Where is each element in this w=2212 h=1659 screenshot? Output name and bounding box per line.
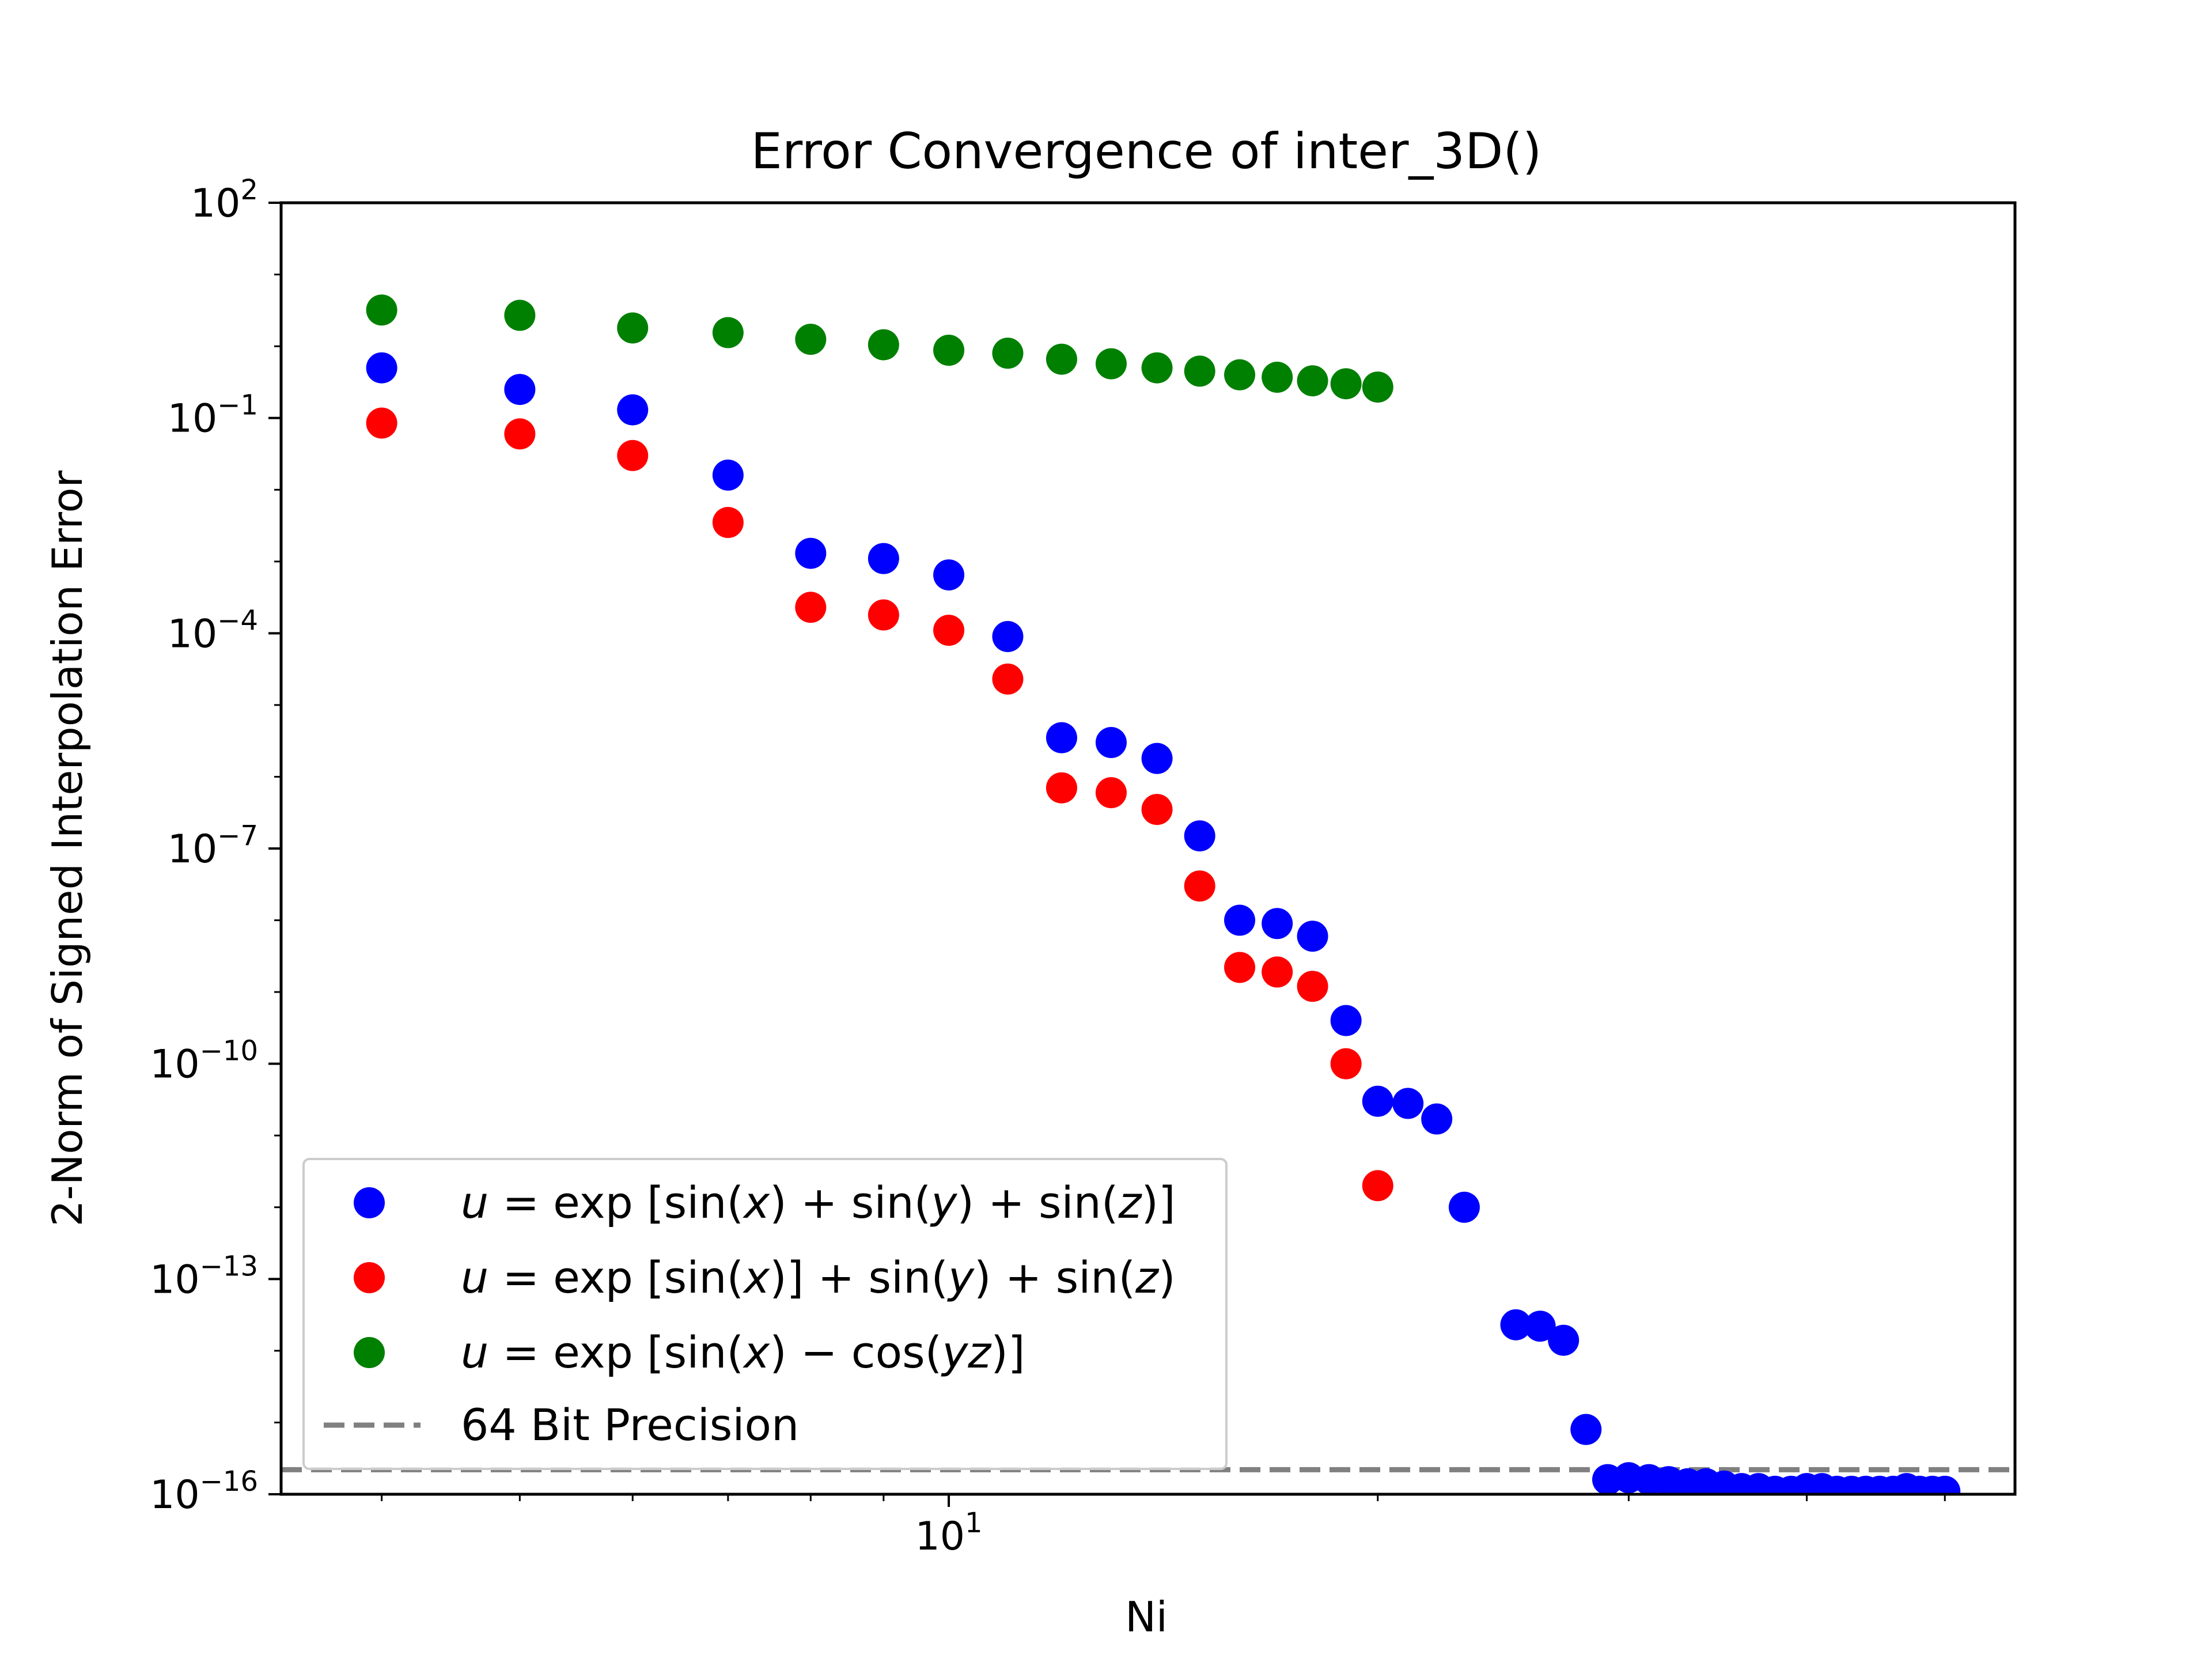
- data-point: [795, 324, 827, 355]
- data-point: [1141, 743, 1173, 774]
- data-point: [1095, 727, 1127, 759]
- data-point: [1330, 1048, 1362, 1080]
- series-blue: [366, 352, 1961, 1494]
- legend-label: 64 Bit Precision: [461, 1399, 799, 1450]
- data-point: [868, 599, 899, 631]
- data-point: [795, 592, 827, 623]
- legend-marker: [354, 1337, 385, 1368]
- y-tick-label: 10−10: [150, 1035, 258, 1088]
- y-tick-label: 10−16: [150, 1465, 258, 1518]
- chart-title: Error Convergence of inter_3D(): [751, 123, 1542, 180]
- data-point: [1224, 904, 1256, 936]
- data-point: [795, 537, 827, 569]
- data-point: [933, 559, 965, 591]
- legend-box: [302, 1158, 1228, 1470]
- data-point: [1330, 1005, 1362, 1036]
- series-green: [366, 294, 1393, 403]
- data-point: [1262, 361, 1293, 393]
- data-point: [504, 374, 536, 406]
- data-point: [1297, 365, 1328, 397]
- legend-label: u = exp [sin(x)] + sin(y) + sin(z): [461, 1252, 1176, 1303]
- data-point: [366, 407, 397, 439]
- data-point: [1184, 870, 1215, 902]
- y-axis: 102 10−1 10−4 10−7 10−10 10−13 10−16: [150, 174, 281, 1518]
- data-point: [933, 335, 965, 366]
- data-point: [1297, 921, 1328, 952]
- data-point: [1262, 908, 1293, 940]
- data-point: [1362, 371, 1393, 403]
- data-point: [868, 329, 899, 361]
- data-point: [1046, 343, 1077, 375]
- data-point: [1421, 1103, 1453, 1135]
- x-axis-label: Ni: [1125, 1593, 1168, 1641]
- data-point: [992, 338, 1024, 369]
- data-point: [1046, 772, 1077, 804]
- data-point: [1141, 794, 1173, 825]
- data-point: [1184, 820, 1215, 852]
- series-red: [366, 407, 1393, 1202]
- data-points: [366, 294, 1961, 1494]
- data-point: [1392, 1088, 1424, 1119]
- data-point: [1184, 355, 1215, 387]
- x-axis: 101: [381, 1494, 1946, 1559]
- data-point: [366, 294, 397, 326]
- data-point: [1548, 1324, 1580, 1356]
- data-point: [1046, 722, 1077, 753]
- data-point: [504, 300, 536, 331]
- data-point: [1262, 956, 1293, 988]
- data-point: [1448, 1191, 1480, 1223]
- data-point: [1095, 348, 1127, 380]
- y-tick-label: 10−13: [150, 1250, 258, 1302]
- data-point: [868, 543, 899, 574]
- y-tick-label: 10−1: [168, 389, 258, 442]
- data-point: [617, 394, 649, 426]
- data-point: [1500, 1309, 1532, 1340]
- legend-marker: [354, 1187, 385, 1218]
- data-point: [1224, 359, 1256, 391]
- legend-label: u = exp [sin(x) − cos(yz)]: [461, 1327, 1025, 1378]
- y-tick-label: 102: [191, 174, 258, 226]
- data-point: [1362, 1170, 1393, 1202]
- data-point: [1929, 1475, 1961, 1494]
- data-point: [504, 418, 536, 450]
- data-point: [992, 663, 1024, 695]
- y-tick-label: 10−4: [168, 604, 258, 657]
- data-point: [1297, 971, 1328, 1002]
- data-point: [617, 440, 649, 471]
- y-axis-label: 2-Norm of Signed Interpolation Error: [43, 470, 92, 1226]
- data-point: [712, 459, 744, 491]
- data-point: [1224, 952, 1256, 983]
- data-point: [712, 317, 744, 349]
- data-point: [1362, 1085, 1393, 1117]
- data-point: [1330, 368, 1362, 400]
- data-point: [992, 621, 1024, 653]
- data-point: [1141, 352, 1173, 384]
- y-tick-label: 10−7: [168, 820, 258, 872]
- data-point: [617, 312, 649, 344]
- data-point: [1570, 1414, 1602, 1445]
- data-point: [712, 507, 744, 539]
- legend: u = exp [sin(x) + sin(y) + sin(z)] u = ex…: [302, 1158, 1228, 1470]
- legend-marker: [354, 1262, 385, 1293]
- data-point: [1524, 1310, 1556, 1342]
- data-point: [366, 352, 397, 384]
- plot-area: [281, 294, 2015, 1494]
- data-point: [1095, 777, 1127, 809]
- data-point: [933, 615, 965, 646]
- x-tick-label: 101: [915, 1507, 983, 1559]
- legend-label: u = exp [sin(x) + sin(y) + sin(z)]: [461, 1177, 1176, 1228]
